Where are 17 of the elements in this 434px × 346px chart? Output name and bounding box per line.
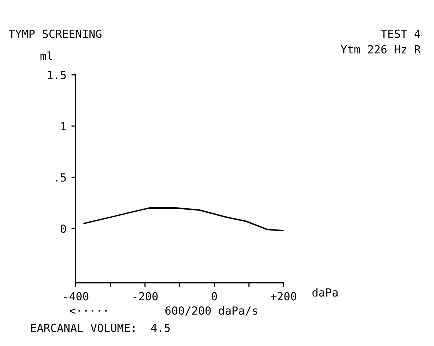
y-tick-label: 1.5 (48, 71, 66, 80)
y-tick-label: 1 (62, 122, 66, 131)
y-axis-title: ml (40, 52, 52, 60)
text: Ytm 226 Hz R (340, 45, 421, 54)
text: 600/200 daPa/s (166, 306, 258, 316)
y-tick-label: .5 (56, 174, 66, 182)
x-axis-title: daPa (312, 288, 338, 297)
x-tick-label: +200 (270, 292, 296, 301)
text: <····· (70, 308, 107, 314)
text: EARCANAL VOLUME: 4.5 (31, 324, 170, 332)
text: TEST 4 (381, 30, 420, 38)
y-tick-label: 0 (60, 224, 66, 234)
line-series (84, 208, 284, 232)
chart-title: TYMP SCREENING (8, 30, 102, 38)
x-tick-label: -200 (134, 292, 158, 301)
x-tick-label: -400 (64, 292, 89, 301)
x-tick-label: 0 (212, 292, 218, 301)
